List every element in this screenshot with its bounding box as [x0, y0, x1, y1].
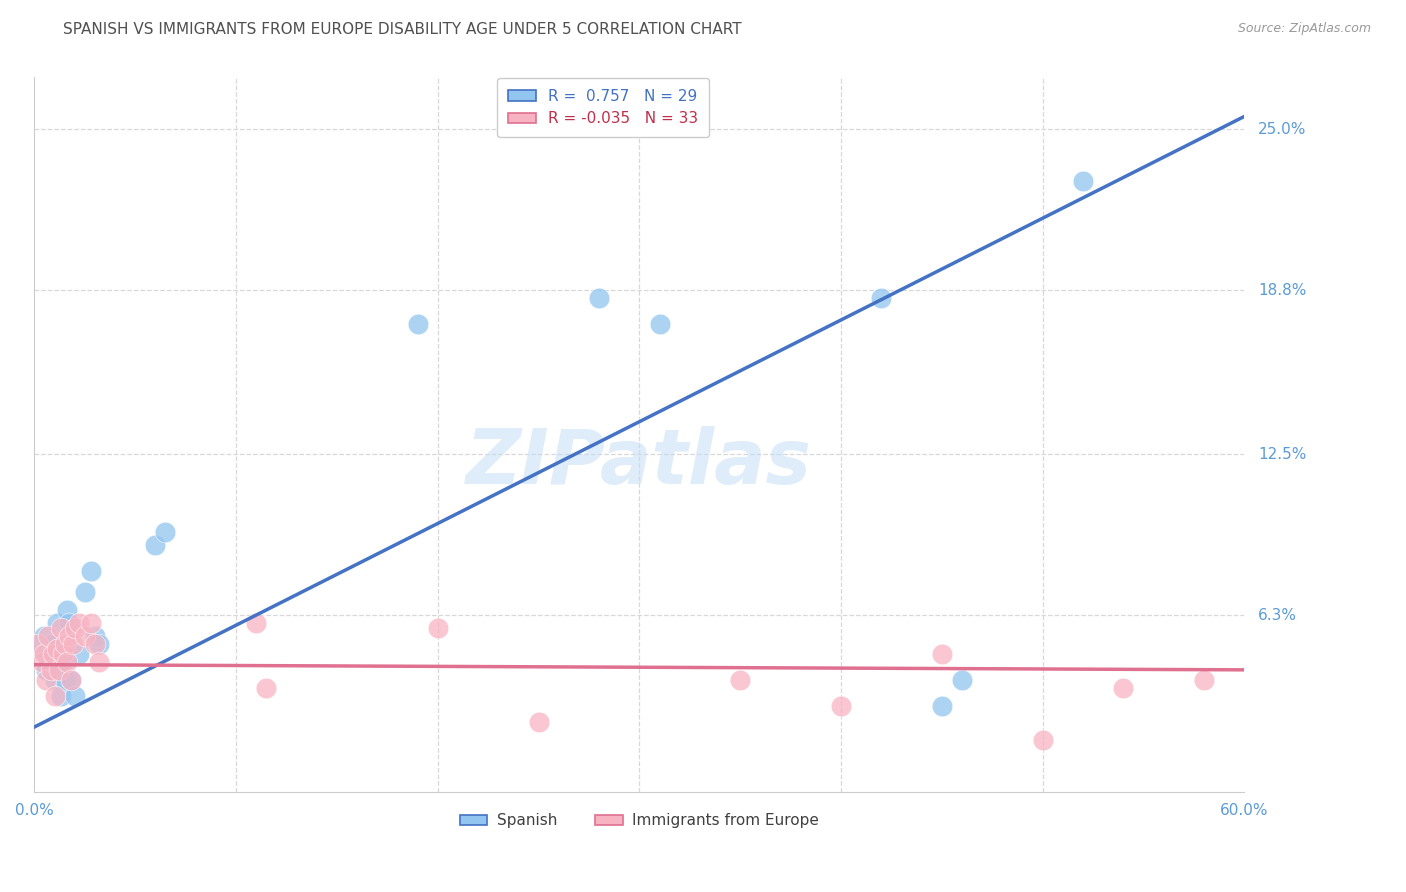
Point [37, 629, 59, 643]
Point [52, 647, 75, 661]
Point [87, 637, 110, 651]
Point [80, 616, 103, 631]
Point [67, 647, 90, 661]
Point [41, 637, 63, 651]
Point [49, 689, 72, 703]
Point [950, 673, 973, 688]
Point [931, 699, 953, 714]
Point [44, 673, 66, 688]
Text: 18.8%: 18.8% [1258, 283, 1306, 298]
Point [59, 673, 82, 688]
Point [830, 699, 852, 714]
Point [39, 647, 62, 661]
Text: 6.3%: 6.3% [1258, 607, 1298, 623]
Point [73, 629, 96, 643]
Point [63, 689, 86, 703]
Point [48, 663, 70, 677]
Point [27, 642, 49, 657]
Point [52, 655, 75, 669]
Point [406, 318, 429, 332]
Point [931, 647, 953, 661]
Point [73, 585, 96, 599]
Point [53, 637, 76, 651]
Point [35, 663, 58, 677]
Point [59, 673, 82, 688]
Point [63, 621, 86, 635]
Point [39, 663, 62, 677]
Point [45, 616, 67, 631]
Point [83, 629, 105, 643]
Text: 12.5%: 12.5% [1258, 447, 1306, 462]
Text: ZIPatlas: ZIPatlas [467, 426, 813, 500]
Point [45, 642, 67, 657]
Text: Source: ZipAtlas.com: Source: ZipAtlas.com [1237, 22, 1371, 36]
Point [588, 291, 610, 305]
Legend: Spanish, Immigrants from Europe: Spanish, Immigrants from Europe [454, 807, 825, 834]
Point [58, 616, 80, 631]
Point [1192, 673, 1215, 688]
Point [55, 655, 77, 669]
Point [35, 673, 58, 688]
Text: 25.0%: 25.0% [1258, 122, 1306, 136]
Point [44, 689, 66, 703]
Point [62, 637, 84, 651]
Point [155, 525, 177, 540]
Point [145, 538, 167, 552]
Point [87, 655, 110, 669]
Point [48, 663, 70, 677]
Point [527, 714, 550, 729]
Point [80, 564, 103, 578]
Point [27, 637, 49, 651]
Point [870, 291, 893, 305]
Point [1032, 733, 1054, 747]
Point [31, 655, 53, 669]
Point [34, 647, 56, 661]
Point [1071, 174, 1094, 188]
Text: SPANISH VS IMMIGRANTS FROM EUROPE DISABILITY AGE UNDER 5 CORRELATION CHART: SPANISH VS IMMIGRANTS FROM EUROPE DISABI… [63, 22, 742, 37]
Point [49, 621, 72, 635]
Point [67, 616, 90, 631]
Point [58, 629, 80, 643]
Point [1112, 681, 1135, 695]
Point [34, 629, 56, 643]
Point [254, 681, 277, 695]
Point [41, 647, 63, 661]
Point [728, 673, 751, 688]
Point [245, 616, 267, 631]
Point [83, 637, 105, 651]
Point [53, 673, 76, 688]
Point [55, 603, 77, 617]
Point [426, 621, 449, 635]
Point [648, 318, 671, 332]
